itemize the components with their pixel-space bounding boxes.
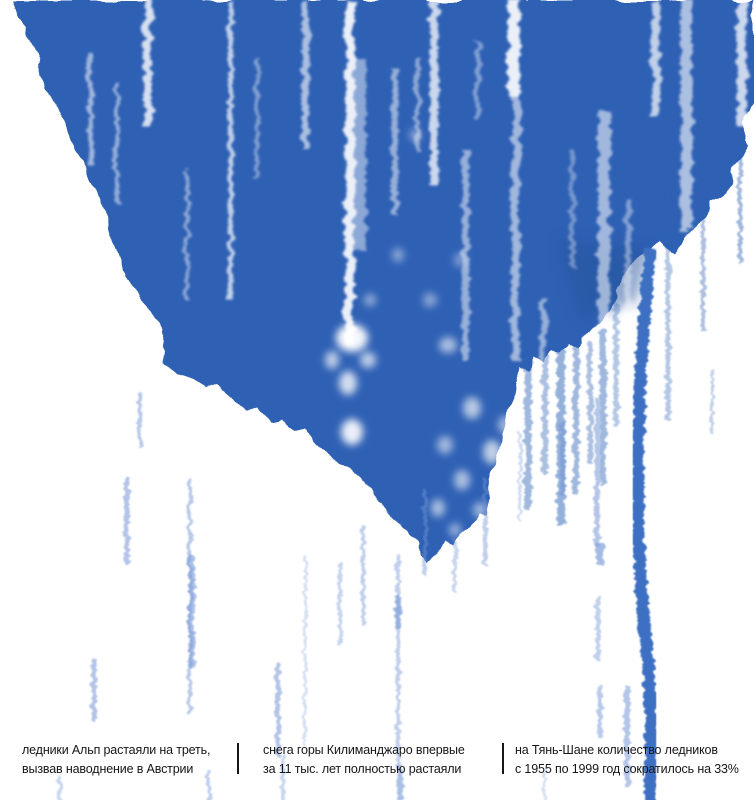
paint-blob-right: [694, 152, 734, 204]
paint-mass: [18, 0, 754, 556]
faint-drips: [58, 393, 630, 800]
long-drip-streak: [632, 246, 658, 800]
melt-holes: [325, 129, 526, 537]
